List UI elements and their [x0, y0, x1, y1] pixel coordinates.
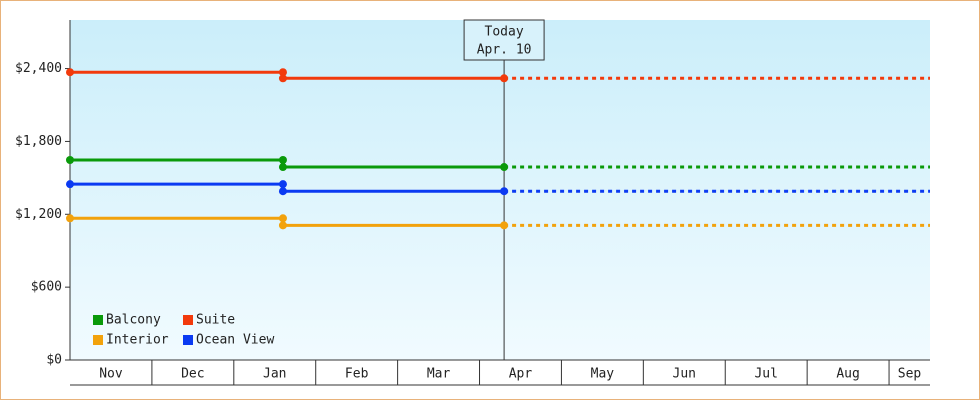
x-tick-label: Feb: [345, 367, 369, 382]
price-point: [66, 156, 74, 165]
price-point: [500, 163, 509, 172]
legend-swatch: [183, 315, 193, 325]
legend-swatch: [93, 315, 103, 325]
legend-label: Suite: [196, 313, 235, 328]
price-point: [66, 180, 74, 189]
today-box: [463, 19, 545, 61]
x-tick-label: Nov: [99, 367, 123, 382]
price-point: [278, 163, 287, 172]
y-tick-label: $2,400: [15, 61, 62, 76]
x-tick-label: Sep: [898, 367, 922, 382]
price-point: [500, 221, 509, 230]
y-tick-label: $1,200: [15, 207, 62, 222]
price-point: [278, 214, 287, 223]
price-point: [278, 68, 287, 77]
legend-label: Balcony: [106, 313, 161, 328]
price-point: [278, 156, 287, 165]
today-label: Today: [485, 25, 524, 40]
price-point: [500, 74, 509, 83]
legend-label: Interior: [106, 333, 169, 348]
y-tick-label: $600: [31, 280, 62, 295]
price-point: [66, 68, 74, 77]
x-tick-label: Jan: [263, 367, 286, 382]
x-tick-label: Jun: [673, 367, 696, 382]
price-point: [278, 180, 287, 189]
x-tick-label: Dec: [181, 367, 204, 382]
x-tick-label: Jul: [754, 367, 777, 382]
price-point: [66, 214, 74, 223]
y-tick-label: $0: [46, 353, 62, 368]
price-point: [278, 74, 287, 83]
today-date: Apr. 10: [477, 43, 532, 58]
price-point: [500, 187, 509, 196]
price-point: [278, 221, 287, 230]
legend-swatch: [183, 335, 193, 345]
legend-swatch: [93, 335, 103, 345]
x-tick-label: Apr: [509, 367, 533, 382]
x-tick-label: Mar: [427, 367, 451, 382]
x-tick-label: Aug: [836, 367, 859, 382]
price-point: [278, 187, 287, 196]
x-tick-label: May: [591, 367, 615, 382]
legend-label: Ocean View: [196, 333, 274, 348]
y-tick-label: $1,800: [15, 134, 62, 149]
